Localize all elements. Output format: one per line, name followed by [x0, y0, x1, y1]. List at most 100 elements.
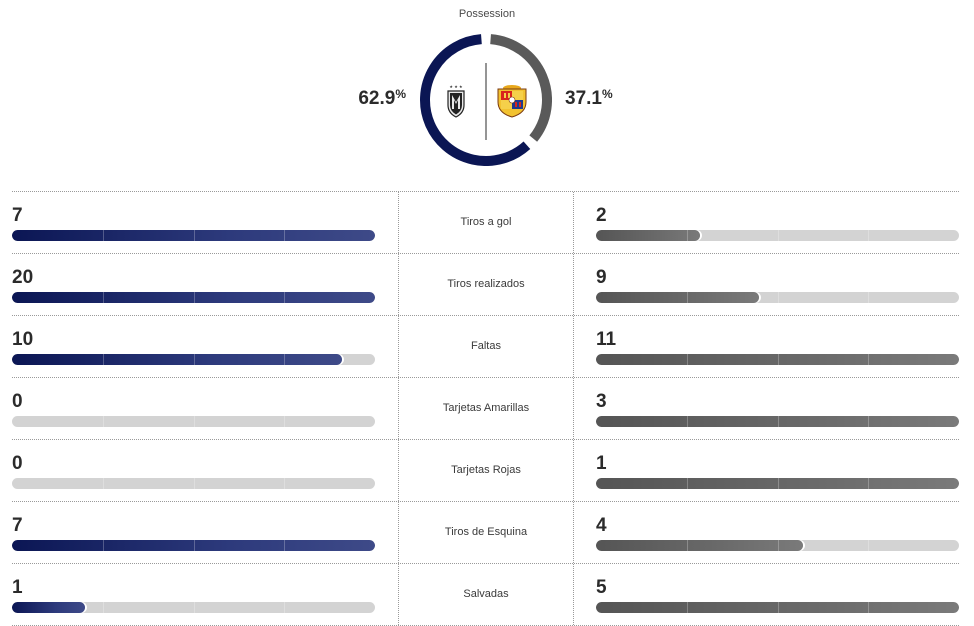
- home-stat-value: 0: [12, 391, 23, 412]
- away-stat-bar: [596, 478, 959, 489]
- bar-segment-tick: [284, 354, 286, 365]
- home-stat-value: 1: [12, 577, 23, 598]
- stat-row: 20 Tiros realizados 9: [12, 254, 959, 316]
- home-stat-bar: [12, 540, 375, 551]
- stat-label: Tarjetas Amarillas: [442, 402, 530, 414]
- column-divider: [573, 564, 574, 625]
- stat-row: 0 Tarjetas Rojas 1: [12, 440, 959, 502]
- bar-segment-tick: [686, 540, 688, 551]
- column-divider: [398, 254, 399, 315]
- bar-segment-tick: [777, 230, 779, 241]
- column-divider: [573, 192, 574, 253]
- bar-segment-tick: [868, 416, 870, 427]
- stat-row: 7 Tiros de Esquina 4: [12, 502, 959, 564]
- away-stat-value: 11: [596, 329, 617, 350]
- away-stat-bar-fill: [596, 230, 700, 241]
- home-stat-bar-fill: [12, 230, 375, 241]
- column-divider: [398, 316, 399, 377]
- svg-text:★ ★ ★: ★ ★ ★: [449, 84, 463, 89]
- away-stat-value: 5: [596, 577, 607, 598]
- bar-segment-tick: [686, 416, 688, 427]
- home-possession-percent: 62.9%: [358, 87, 406, 110]
- home-stat-value: 10: [12, 329, 34, 350]
- bar-segment-tick: [193, 354, 195, 365]
- away-possession-percent: 37.1%: [565, 87, 613, 110]
- home-stat-bar-fill: [12, 540, 375, 551]
- away-stat-bar-fill: [596, 354, 959, 365]
- possession-donut: ★ ★ ★: [420, 34, 552, 166]
- home-stat-bar-fill: [12, 354, 342, 365]
- bar-segment-tick: [284, 540, 286, 551]
- bar-segment-tick: [868, 354, 870, 365]
- away-stat-value: 3: [596, 391, 607, 412]
- home-stat-bar: [12, 354, 375, 365]
- away-stat-bar-fill: [596, 540, 804, 551]
- stat-row: 0 Tarjetas Amarillas 3: [12, 378, 959, 440]
- home-stat-bar: [12, 230, 375, 241]
- home-stat-bar-fill: [12, 602, 85, 613]
- column-divider: [573, 502, 574, 563]
- home-stat-value: 7: [12, 515, 23, 536]
- away-stat-value: 2: [596, 205, 607, 226]
- home-stat-bar: [12, 478, 375, 489]
- stat-label: Tiros a gol: [460, 216, 512, 228]
- bar-segment-tick: [686, 478, 688, 489]
- away-possession-value: 37.1: [565, 88, 602, 109]
- bar-segment-tick: [777, 292, 779, 303]
- stat-row: 10 Faltas 11: [12, 316, 959, 378]
- bar-segment-tick: [868, 478, 870, 489]
- stat-label: Salvadas: [463, 588, 509, 600]
- bar-segment-tick: [686, 602, 688, 613]
- bar-segment-tick: [193, 230, 195, 241]
- bar-segment-tick: [193, 292, 195, 303]
- bar-segment-tick: [284, 292, 286, 303]
- stat-row: 7 Tiros a gol 2: [12, 192, 959, 254]
- away-stat-value: 1: [596, 453, 607, 474]
- home-stat-value: 7: [12, 205, 23, 226]
- bar-segment-tick: [868, 602, 870, 613]
- home-possession-value: 62.9: [358, 88, 396, 109]
- stat-label: Tiros de Esquina: [444, 526, 528, 538]
- home-stat-value: 0: [12, 453, 23, 474]
- bar-segment-tick: [868, 230, 870, 241]
- column-divider: [398, 502, 399, 563]
- bar-segment-tick: [284, 602, 286, 613]
- away-stat-value: 9: [596, 267, 607, 288]
- bar-segment-tick: [102, 540, 104, 551]
- barcelona-sc-crest-icon: [497, 85, 527, 118]
- bar-segment-tick: [193, 478, 195, 489]
- column-divider: [573, 254, 574, 315]
- bar-segment-tick: [284, 230, 286, 241]
- bar-segment-tick: [777, 540, 779, 551]
- column-divider: [573, 440, 574, 501]
- column-divider: [398, 440, 399, 501]
- column-divider: [398, 564, 399, 625]
- bar-segment-tick: [868, 292, 870, 303]
- column-divider: [398, 192, 399, 253]
- home-stat-bar-fill: [12, 292, 375, 303]
- column-divider: [573, 316, 574, 377]
- stat-label: Tiros realizados: [447, 278, 525, 290]
- home-possession-unit: %: [395, 87, 406, 101]
- stat-label: Faltas: [471, 340, 501, 352]
- away-stat-bar-fill: [596, 602, 959, 613]
- bar-segment-tick: [686, 292, 688, 303]
- away-stat-bar: [596, 292, 959, 303]
- bar-segment-tick: [777, 416, 779, 427]
- away-stat-bar: [596, 230, 959, 241]
- possession-title: Possession: [458, 8, 516, 20]
- away-stat-bar: [596, 602, 959, 613]
- home-stat-bar: [12, 292, 375, 303]
- bar-segment-tick: [777, 602, 779, 613]
- bar-segment-tick: [777, 354, 779, 365]
- bar-segment-tick: [102, 292, 104, 303]
- bar-segment-tick: [686, 230, 688, 241]
- away-stat-bar-fill: [596, 478, 959, 489]
- bar-segment-tick: [193, 540, 195, 551]
- away-stat-bar-fill: [596, 292, 760, 303]
- bar-segment-tick: [686, 354, 688, 365]
- home-stat-value: 20: [12, 267, 34, 288]
- away-stat-bar: [596, 540, 959, 551]
- bar-segment-tick: [284, 416, 286, 427]
- bar-segment-tick: [102, 354, 104, 365]
